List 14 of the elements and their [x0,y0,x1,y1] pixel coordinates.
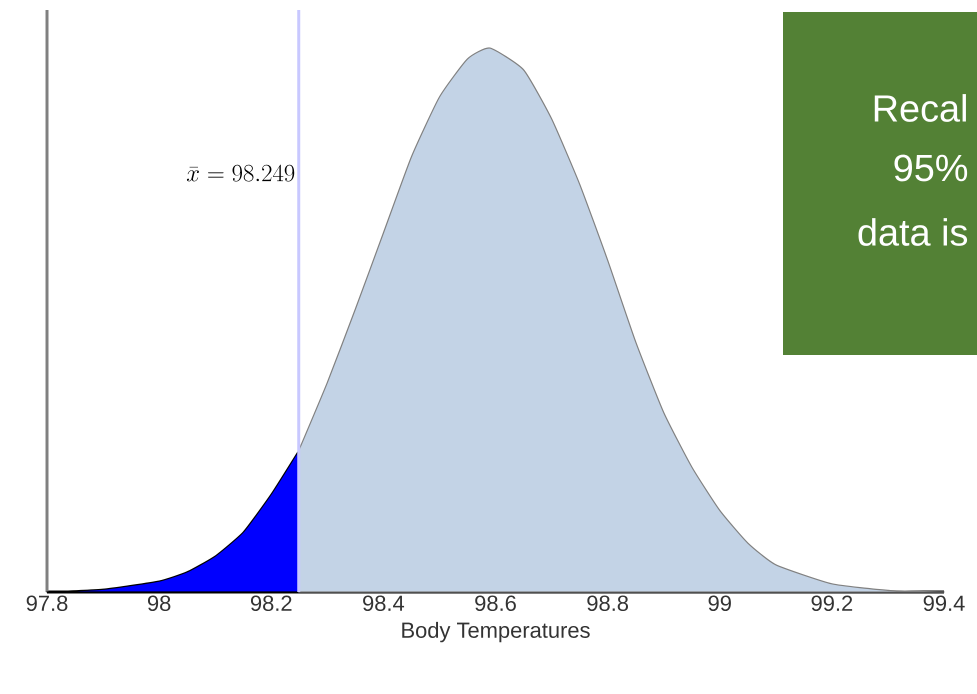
x-axis-title: Body Temperatures [402,622,590,642]
x-tick-label: 98.6 [475,595,516,612]
annotation: data is [858,218,968,246]
x-tick-label: 98 [148,595,170,612]
x-tick-label: 98.8 [587,595,628,612]
x-tick-label: 98.4 [363,595,404,612]
x-tick-label: 99.2 [812,595,852,612]
annotation: Recal [874,94,966,122]
annotation: 95% [894,154,968,182]
x-tick-label: 99.4 [924,595,965,612]
x-tick-label: 97.8 [26,595,68,612]
ref-line-label: $\bar{x} = 98.249$ [186,164,294,182]
x-tick-label: 98.2 [250,595,292,612]
x-tick-label: 99 [708,595,731,612]
